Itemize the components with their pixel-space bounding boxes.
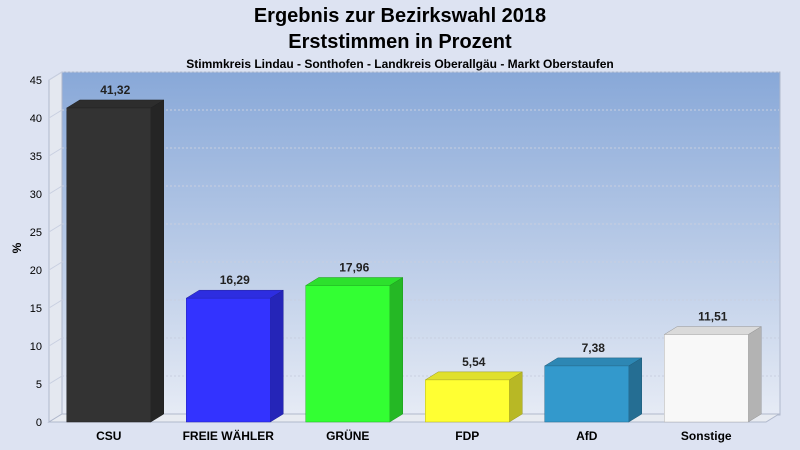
bar-front xyxy=(305,285,390,423)
x-tick-label: CSU xyxy=(96,429,121,443)
bar-csu: 41,32 xyxy=(65,83,165,423)
bar-front xyxy=(66,107,151,423)
chart-subtitle: Stimmkreis Lindau - Sonthofen - Landkrei… xyxy=(186,57,614,71)
gridline-side xyxy=(48,299,63,309)
data-label: 17,96 xyxy=(339,261,369,275)
bar-front xyxy=(544,365,629,423)
plot-background xyxy=(61,71,781,416)
x-tick-label: AfD xyxy=(576,429,598,443)
bar-side xyxy=(150,99,164,423)
gridline-side xyxy=(48,71,63,81)
bar-grüne: 17,96 xyxy=(304,261,404,423)
data-label: 7,38 xyxy=(582,341,606,355)
bar-top xyxy=(185,289,285,299)
bar-side xyxy=(509,371,523,423)
x-tick-label: FREIE WÄHLER xyxy=(183,428,275,443)
y-tick-label: 0 xyxy=(36,417,42,429)
bar-sonstige: 11,51 xyxy=(663,310,763,423)
bar-afd: 7,38 xyxy=(543,341,643,423)
y-axis-ticks: 0 5 10 15 20 25 30 35 40 45 xyxy=(30,75,42,429)
bar-top xyxy=(65,99,165,109)
data-label: 11,51 xyxy=(698,310,728,324)
bar-top xyxy=(543,357,643,367)
x-tick-label: Sonstige xyxy=(681,429,732,443)
gridline-side xyxy=(48,337,63,347)
bar-side xyxy=(628,357,642,423)
gridline-side xyxy=(48,185,63,195)
y-tick-label: 25 xyxy=(30,227,42,239)
y-tick-label: 35 xyxy=(30,151,42,163)
bar-side xyxy=(270,289,284,423)
x-tick-label: GRÜNE xyxy=(326,428,369,443)
data-label: 16,29 xyxy=(220,273,250,287)
y-tick-label: 40 xyxy=(30,113,42,125)
y-tick-label: 5 xyxy=(36,379,42,391)
bar-front xyxy=(664,334,749,423)
data-label: 41,32 xyxy=(100,83,130,97)
chart-title-line2: Erststimmen in Prozent xyxy=(288,31,512,53)
bar-fdp: 5,54 xyxy=(424,355,524,423)
y-tick-label: 15 xyxy=(30,303,42,315)
y-tick-label: 45 xyxy=(30,75,42,87)
bar-top xyxy=(424,371,524,381)
gridlines xyxy=(48,71,779,385)
y-tick-label: 30 xyxy=(30,189,42,201)
chart-title: Ergebnis zur Bezirkswahl 2018 xyxy=(253,5,547,27)
plot-left-wall xyxy=(48,71,63,423)
bar-side xyxy=(389,277,403,423)
bar-side xyxy=(748,326,762,423)
y-tick-label: 10 xyxy=(30,341,42,353)
gridline-side xyxy=(48,109,63,119)
y-tick-label: 20 xyxy=(30,265,42,277)
bar-freie-wähler: 16,29 xyxy=(185,273,285,423)
gridline-side xyxy=(48,375,63,385)
x-axis-labels: CSU FREIE WÄHLER GRÜNE FDP AfD Sonstige xyxy=(96,428,732,443)
y-axis-label: % xyxy=(10,242,24,253)
gridline-side xyxy=(48,223,63,233)
data-label: 5,54 xyxy=(462,355,486,369)
bar-top xyxy=(304,277,404,286)
bar-top xyxy=(663,326,763,335)
bar-front xyxy=(425,379,510,423)
chart-titles: Ergebnis zur Bezirkswahl 2018 Erststimme… xyxy=(0,0,800,71)
bars: 41,32 16,29 17,96 5,54 7,38 11,51 xyxy=(65,83,763,423)
x-tick-label: FDP xyxy=(455,429,479,443)
gridline-side xyxy=(48,147,63,157)
gridline-side xyxy=(48,261,63,271)
bar-front xyxy=(186,297,271,423)
